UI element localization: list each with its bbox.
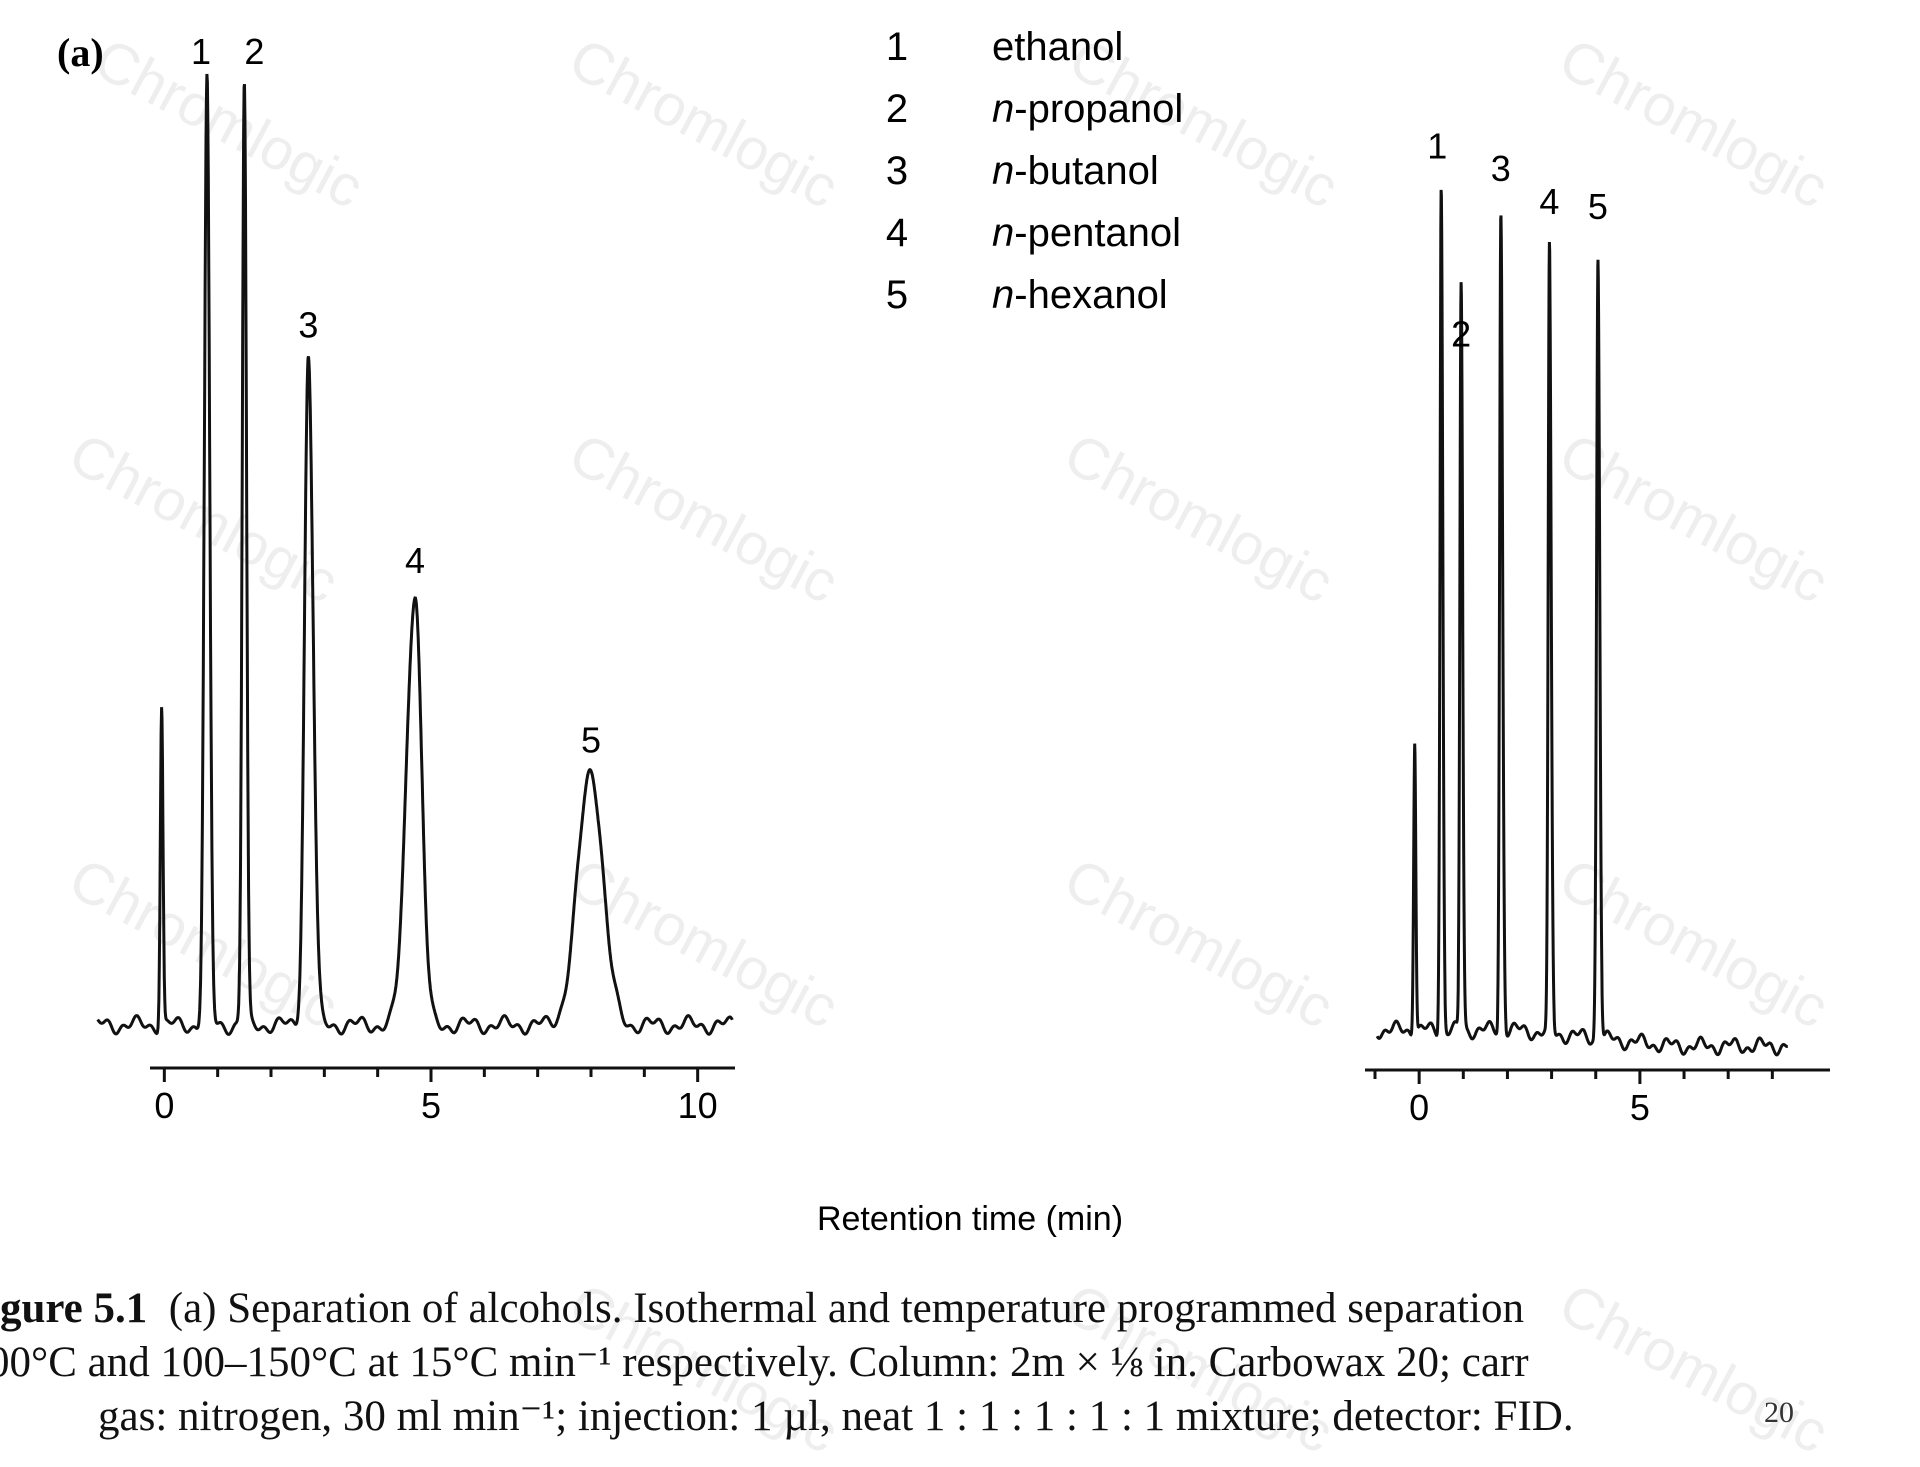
peak-label-3: 3 [298,304,318,345]
legend-dash: - [1014,149,1027,193]
legend-name: propanol [1028,87,1184,131]
peak-label-5: 5 [1588,186,1608,227]
x-tick-label: 0 [1409,1087,1429,1128]
chromatogram-trace [1375,189,1788,1057]
chromatogram-panel-a: 0 5 10 1 2 3 4 5 (a) [57,30,735,1126]
legend-number-4: 4 [886,211,908,255]
legend-name: pentanol [1028,211,1181,255]
peak-label-4: 4 [405,540,425,581]
peak-label-5: 5 [581,719,601,760]
legend-name: ethanol [992,25,1123,69]
legend-name: butanol [1028,149,1159,193]
x-tick-label: 5 [421,1085,441,1126]
legend-entry-2: n-propanol [992,87,1183,131]
legend-number-2: 2 [886,87,908,131]
figure-caption: igure 5.1 (a) Separation of alcohols. Is… [0,1282,1920,1444]
x-tick-label: 5 [1630,1087,1650,1128]
caption-text-1: (a) Separation of alcohols. Isothermal a… [168,1285,1524,1332]
legend-number-3: 3 [886,149,908,193]
legend-dash: - [1014,87,1027,131]
legend-entry-4: n-pentanol [992,211,1181,255]
peak-label-1: 1 [191,31,211,72]
legend-entry-5: n-hexanol [992,273,1168,317]
legend-entry-1: ethanol [992,25,1123,69]
legend-prefix: n [992,87,1014,131]
peak-label-1: 1 [1427,126,1447,167]
legend-prefix: n [992,273,1014,317]
x-axis-title: Retention time (min) [817,1200,1123,1238]
peak-label-4: 4 [1539,181,1559,222]
panel-label: (a) [57,30,104,75]
caption-line-1: igure 5.1 (a) Separation of alcohols. Is… [0,1282,1920,1336]
caption-line-3: gas: nitrogen, 30 ml min⁻¹; injection: 1… [98,1393,1574,1440]
legend-dash: - [1014,211,1027,255]
x-tick-label: 0 [154,1085,174,1126]
peak-label-2: 2 [244,31,264,72]
legend-number-5: 5 [886,273,908,317]
chromatogram-trace [96,73,734,1036]
legend-prefix: n [992,149,1014,193]
peak-label-3: 3 [1491,148,1511,189]
legend-number-1: 1 [886,25,908,69]
legend-entry-3: n-butanol [992,149,1159,193]
legend-name: hexanol [1028,273,1168,317]
x-tick-label: 10 [678,1085,718,1126]
legend-prefix: n [992,211,1014,255]
legend-dash: - [1014,273,1027,317]
caption-line-2: 00°C and 100–150°C at 15°C min⁻¹ respect… [0,1339,1529,1386]
figure-number: igure 5.1 [0,1285,148,1332]
peak-label-2: 2 [1451,313,1471,354]
page-number: 20 [1764,1396,1794,1429]
